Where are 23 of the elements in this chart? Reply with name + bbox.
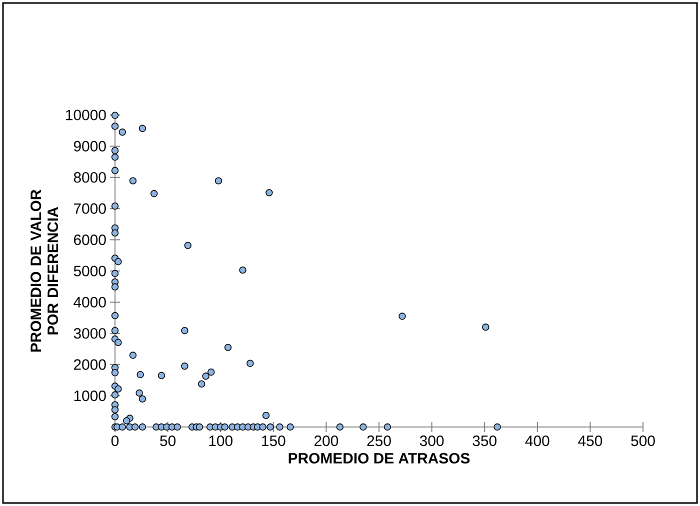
x-tick-label: 300 xyxy=(420,436,444,446)
y-tick-label: 3000 xyxy=(74,328,106,339)
x-axis-title: PROMEDIO DE ATRASOS xyxy=(288,452,470,464)
x-tick-label: 250 xyxy=(367,436,391,446)
y-tick-label: 1000 xyxy=(74,390,106,402)
x-tick-label: 450 xyxy=(578,436,602,446)
x-tick-label: 150 xyxy=(262,436,286,446)
y-tick-label: 9000 xyxy=(74,140,106,152)
x-tick-label: 100 xyxy=(209,436,232,446)
y-tick-label: 4000 xyxy=(74,296,106,308)
y-tick-label: 6000 xyxy=(74,234,106,246)
y-tick-label: 7000 xyxy=(74,203,106,214)
x-tick-label: 350 xyxy=(472,436,496,446)
y-tick-label: 2000 xyxy=(74,359,106,370)
x-tick-label: 500 xyxy=(631,436,655,446)
y-tick-label: 8000 xyxy=(74,172,106,183)
x-tick-label: 200 xyxy=(314,436,338,446)
y-tick-label: 5000 xyxy=(74,266,106,276)
x-tick-label: 0 xyxy=(111,436,119,446)
y-tick-label: 10000 xyxy=(66,110,106,120)
x-tick-label: 50 xyxy=(160,436,176,446)
x-tick-label: 400 xyxy=(525,436,550,446)
y-axis-title: PROMEDIO DE VALOR POR DIFERENCIA xyxy=(30,190,58,352)
